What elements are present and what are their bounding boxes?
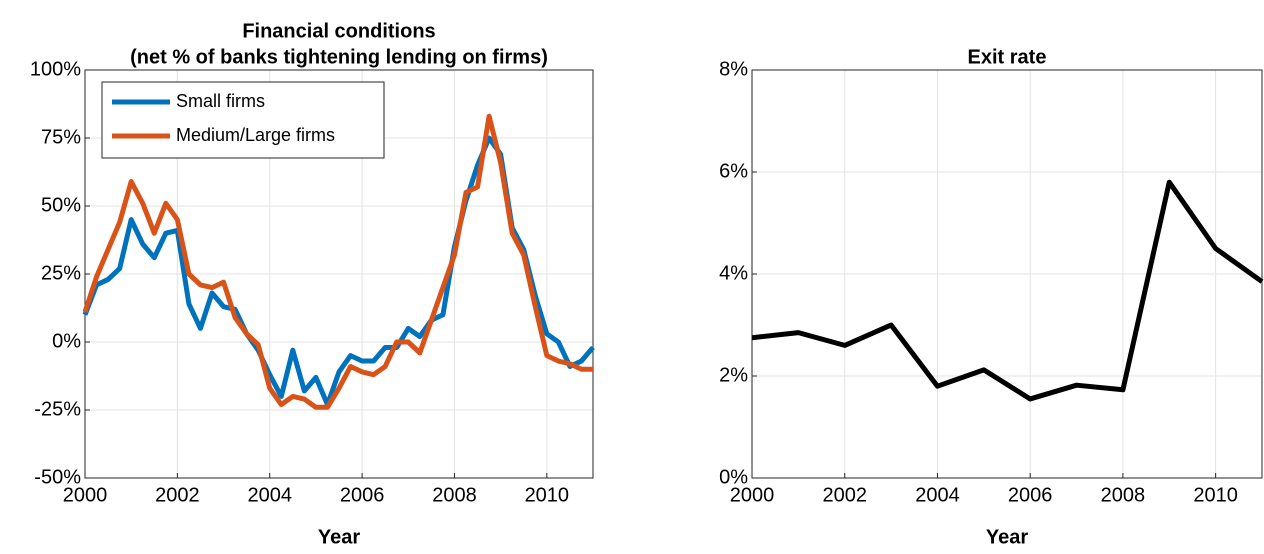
x-tick-label: 2004 [247,484,292,506]
y-tick-label: 4% [719,262,748,284]
y-tick-label: -50% [34,466,81,488]
y-tick-label: 6% [719,160,748,182]
plot-frame [84,69,594,479]
y-tick-label: 75% [41,126,81,148]
y-tick-label: 2% [719,364,748,386]
x-tick-label: 2002 [155,484,200,506]
x-tick-label: 2000 [730,484,775,506]
x-tick-label: 2010 [525,484,570,506]
legend-label: Medium/Large firms [176,125,335,145]
x-axis-label: Year [986,526,1028,548]
y-tick-label: 8% [719,58,748,80]
y-tick-label: 100% [30,58,81,80]
x-tick-label: 2002 [822,484,867,506]
x-tick-label: 2006 [1008,484,1053,506]
x-axis-label: Year [318,526,360,548]
y-tick-label: -25% [34,398,81,420]
y-tick-label: 25% [41,262,81,284]
data-line [751,179,1264,402]
y-tick-label: 0% [52,330,81,352]
legend-label: Small firms [176,91,265,111]
x-tick-label: 2004 [915,484,960,506]
data-line [82,113,593,410]
x-tick-label: 2000 [63,484,108,506]
x-tick-label: 2008 [1101,484,1146,506]
y-tick-label: 50% [41,194,81,216]
x-tick-label: 2006 [340,484,385,506]
chart-title: Financial conditions [242,20,435,42]
chart-title: Exit rate [968,46,1047,68]
plot-frame [751,69,1263,479]
x-tick-label: 2010 [1193,484,1238,506]
x-tick-label: 2008 [432,484,477,506]
legend-box [101,81,385,159]
chart-title: (net % of banks tightening lending on fi… [130,46,548,68]
data-line [82,135,595,408]
y-tick-label: 0% [719,466,748,488]
